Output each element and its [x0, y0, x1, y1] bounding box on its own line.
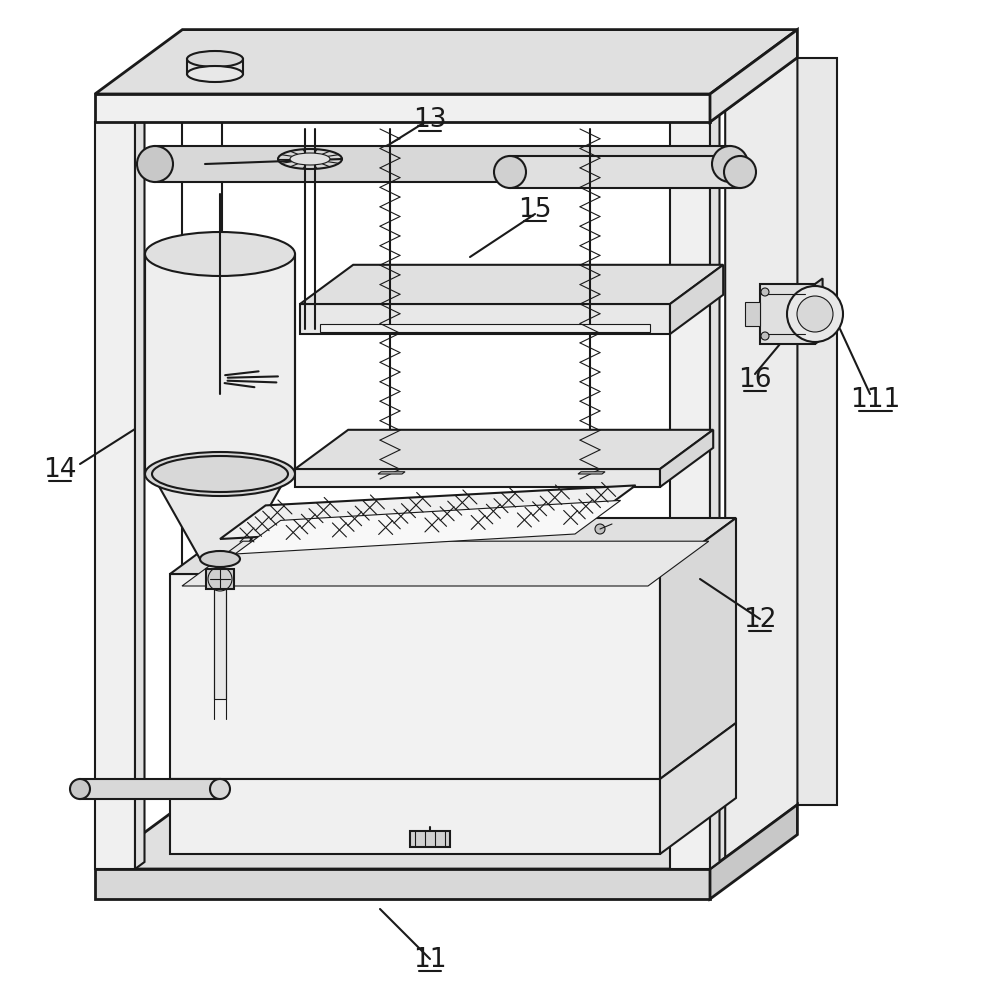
- Polygon shape: [510, 157, 740, 189]
- Polygon shape: [152, 474, 288, 560]
- Polygon shape: [670, 265, 723, 335]
- Text: 12: 12: [743, 606, 777, 632]
- Text: 14: 14: [43, 456, 77, 482]
- Polygon shape: [300, 305, 670, 335]
- Polygon shape: [660, 430, 713, 487]
- Text: 16: 16: [738, 367, 772, 393]
- Polygon shape: [378, 472, 405, 474]
- Ellipse shape: [724, 157, 756, 189]
- Ellipse shape: [595, 525, 605, 535]
- Polygon shape: [170, 575, 660, 779]
- Polygon shape: [95, 869, 710, 900]
- Polygon shape: [95, 94, 710, 123]
- Polygon shape: [295, 430, 713, 469]
- Ellipse shape: [145, 452, 295, 496]
- Polygon shape: [145, 254, 295, 474]
- Ellipse shape: [787, 286, 843, 343]
- Polygon shape: [710, 805, 797, 900]
- Polygon shape: [410, 831, 450, 847]
- Polygon shape: [95, 31, 797, 94]
- Polygon shape: [95, 805, 797, 869]
- Ellipse shape: [137, 147, 173, 183]
- Polygon shape: [187, 60, 243, 75]
- Ellipse shape: [712, 147, 748, 183]
- Polygon shape: [710, 116, 720, 869]
- Polygon shape: [745, 303, 760, 327]
- Text: 11: 11: [413, 946, 447, 972]
- Text: 13: 13: [413, 107, 447, 133]
- Polygon shape: [170, 779, 660, 854]
- Ellipse shape: [145, 233, 295, 276]
- Ellipse shape: [200, 552, 240, 568]
- Polygon shape: [214, 589, 226, 700]
- Polygon shape: [220, 486, 636, 540]
- Ellipse shape: [187, 67, 243, 83]
- Polygon shape: [725, 59, 797, 858]
- Polygon shape: [135, 116, 145, 869]
- Polygon shape: [95, 123, 135, 869]
- Polygon shape: [760, 284, 815, 345]
- Polygon shape: [170, 519, 736, 575]
- Ellipse shape: [152, 456, 288, 492]
- Polygon shape: [80, 779, 220, 799]
- Ellipse shape: [761, 288, 769, 296]
- Ellipse shape: [761, 333, 769, 341]
- Ellipse shape: [290, 154, 330, 166]
- Polygon shape: [670, 123, 710, 869]
- Ellipse shape: [70, 779, 90, 799]
- Polygon shape: [660, 724, 736, 854]
- Text: 111: 111: [850, 387, 900, 413]
- Bar: [206, 570, 234, 589]
- Polygon shape: [235, 501, 621, 555]
- Text: 15: 15: [518, 197, 552, 223]
- Polygon shape: [300, 265, 723, 305]
- Polygon shape: [578, 472, 605, 474]
- Ellipse shape: [797, 296, 833, 333]
- Polygon shape: [320, 325, 650, 333]
- Polygon shape: [815, 279, 823, 345]
- Polygon shape: [710, 31, 797, 123]
- Polygon shape: [155, 147, 730, 183]
- Ellipse shape: [187, 52, 243, 68]
- Ellipse shape: [494, 157, 526, 189]
- Polygon shape: [295, 469, 660, 487]
- Ellipse shape: [210, 779, 230, 799]
- Polygon shape: [660, 519, 736, 779]
- Polygon shape: [797, 59, 837, 805]
- Polygon shape: [182, 542, 709, 586]
